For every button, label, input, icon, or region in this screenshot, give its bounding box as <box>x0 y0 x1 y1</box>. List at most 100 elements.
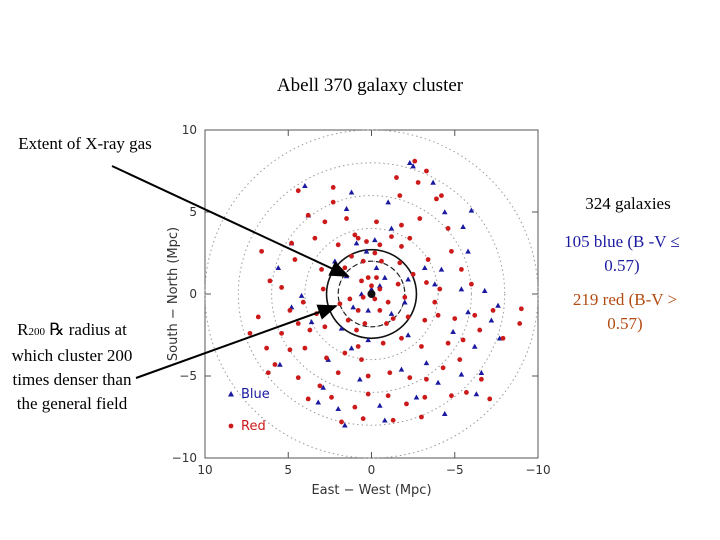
blue-galaxy-point <box>431 281 438 287</box>
red-galaxy-point <box>424 168 429 174</box>
red-galaxy-point <box>385 393 391 399</box>
blue-galaxy-point <box>315 399 322 405</box>
red-galaxy-point <box>439 193 444 199</box>
red-galaxy-point <box>500 335 506 341</box>
red-galaxy-point <box>287 347 293 353</box>
red-galaxy-point <box>419 414 424 420</box>
blue-galaxy-point <box>468 207 475 213</box>
red-galaxy-point <box>440 365 446 371</box>
red-galaxy-point <box>324 355 329 361</box>
red-galaxy-point <box>374 275 379 280</box>
blue-galaxy-point <box>385 199 391 205</box>
red-galaxy-point <box>264 345 270 351</box>
blue-galaxy-point <box>458 371 465 377</box>
red-galaxy-point <box>335 242 341 248</box>
red-galaxy-point <box>432 299 438 305</box>
blue-galaxy-point <box>478 369 485 375</box>
red-galaxy-point <box>355 235 361 241</box>
blue-galaxy-point <box>460 223 466 229</box>
blue-galaxy-point <box>488 317 495 323</box>
red-galaxy-point <box>337 301 343 307</box>
red-galaxy-point <box>295 321 301 326</box>
red-galaxy-point <box>395 281 401 287</box>
red-galaxy-point <box>478 376 484 382</box>
blue-galaxy-point <box>348 189 355 195</box>
x-tick-label: 10 <box>197 463 212 477</box>
red-galaxy-point <box>449 248 454 254</box>
red-galaxy-point <box>287 308 293 313</box>
red-galaxy-point <box>295 375 301 381</box>
red-galaxy-point <box>424 280 429 285</box>
red-galaxy-point <box>422 317 428 323</box>
blue-galaxy-point <box>438 266 445 272</box>
blue-galaxy-point <box>320 384 327 390</box>
galaxy-count: 324 galaxies <box>585 194 671 213</box>
red-galaxy-point <box>335 370 341 376</box>
red-galaxy-point <box>295 188 301 194</box>
r200-arrow <box>135 304 338 379</box>
x-tick-label: −5 <box>446 463 464 477</box>
red-galaxy-point <box>372 250 378 256</box>
red-galaxy-point <box>289 240 294 246</box>
blue-galaxy-point <box>410 163 416 169</box>
red-galaxy-point <box>452 316 458 321</box>
blue-galaxy-point <box>471 343 478 349</box>
blue-galaxy-point <box>363 248 370 254</box>
red-galaxy-point <box>365 391 371 397</box>
blue-galaxy-point <box>373 264 380 270</box>
red-galaxy-point <box>339 419 344 425</box>
red-galaxy-point <box>487 396 493 402</box>
red-galaxy-point <box>330 185 336 190</box>
red-galaxy-point <box>302 345 308 351</box>
red-galaxy-point <box>445 340 451 346</box>
y-tick-label: −5 <box>179 369 197 383</box>
red-galaxy-point <box>279 330 284 336</box>
x-tick-label: −10 <box>525 463 550 477</box>
red-galaxy-point <box>352 232 358 238</box>
red-galaxy-point <box>412 158 418 164</box>
red-galaxy-point <box>445 226 451 231</box>
red-galaxy-point <box>320 286 326 292</box>
red-galaxy-point <box>355 308 361 313</box>
blue-galaxy-point <box>377 402 383 408</box>
blue-galaxy-point <box>450 328 456 334</box>
red-galaxy-point <box>345 317 351 323</box>
red-galaxy-point <box>419 344 424 349</box>
red-galaxy-point <box>355 344 361 349</box>
red-galaxy-count: 219 red (B-V > 0.57) <box>572 290 678 333</box>
blue-galaxy-point <box>377 283 383 289</box>
blue-galaxy-point <box>353 240 360 246</box>
grid-circle <box>304 227 439 361</box>
red-galaxy-point <box>435 312 441 318</box>
blue-galaxy-point <box>421 264 428 270</box>
red-galaxy-point <box>300 299 306 305</box>
page-title: Abell 370 galaxy cluster <box>276 75 464 96</box>
y-tick-label: 10 <box>182 123 197 137</box>
red-galaxy-point <box>344 216 349 221</box>
red-galaxy-point <box>305 212 311 218</box>
red-galaxy-point <box>377 242 383 248</box>
blue-galaxy-point <box>275 264 282 270</box>
red-galaxy-point <box>417 216 423 221</box>
red-galaxy-point <box>374 219 379 225</box>
y-tick-label: 0 <box>189 287 197 301</box>
red-galaxy-point <box>305 396 311 402</box>
blue-galaxy-point <box>413 394 420 400</box>
red-galaxy-point <box>399 244 404 249</box>
legend-red-marker <box>228 423 234 429</box>
blue-galaxy-point <box>388 225 395 231</box>
blue-galaxy-point <box>423 360 430 366</box>
red-galaxy-point <box>267 278 273 284</box>
blue-galaxy-point <box>495 302 501 308</box>
blue-galaxy-point <box>382 417 388 423</box>
blue-galaxy-point <box>342 422 348 428</box>
red-galaxy-point <box>360 294 366 300</box>
red-galaxy-point <box>437 286 443 292</box>
blue-galaxy-point <box>473 391 480 397</box>
blue-galaxy-point <box>405 276 411 282</box>
red-galaxy-point <box>390 316 396 321</box>
red-galaxy-point <box>517 321 523 326</box>
red-galaxy-point <box>272 362 278 367</box>
red-galaxy-point <box>369 283 374 289</box>
red-galaxy-point <box>394 175 399 180</box>
